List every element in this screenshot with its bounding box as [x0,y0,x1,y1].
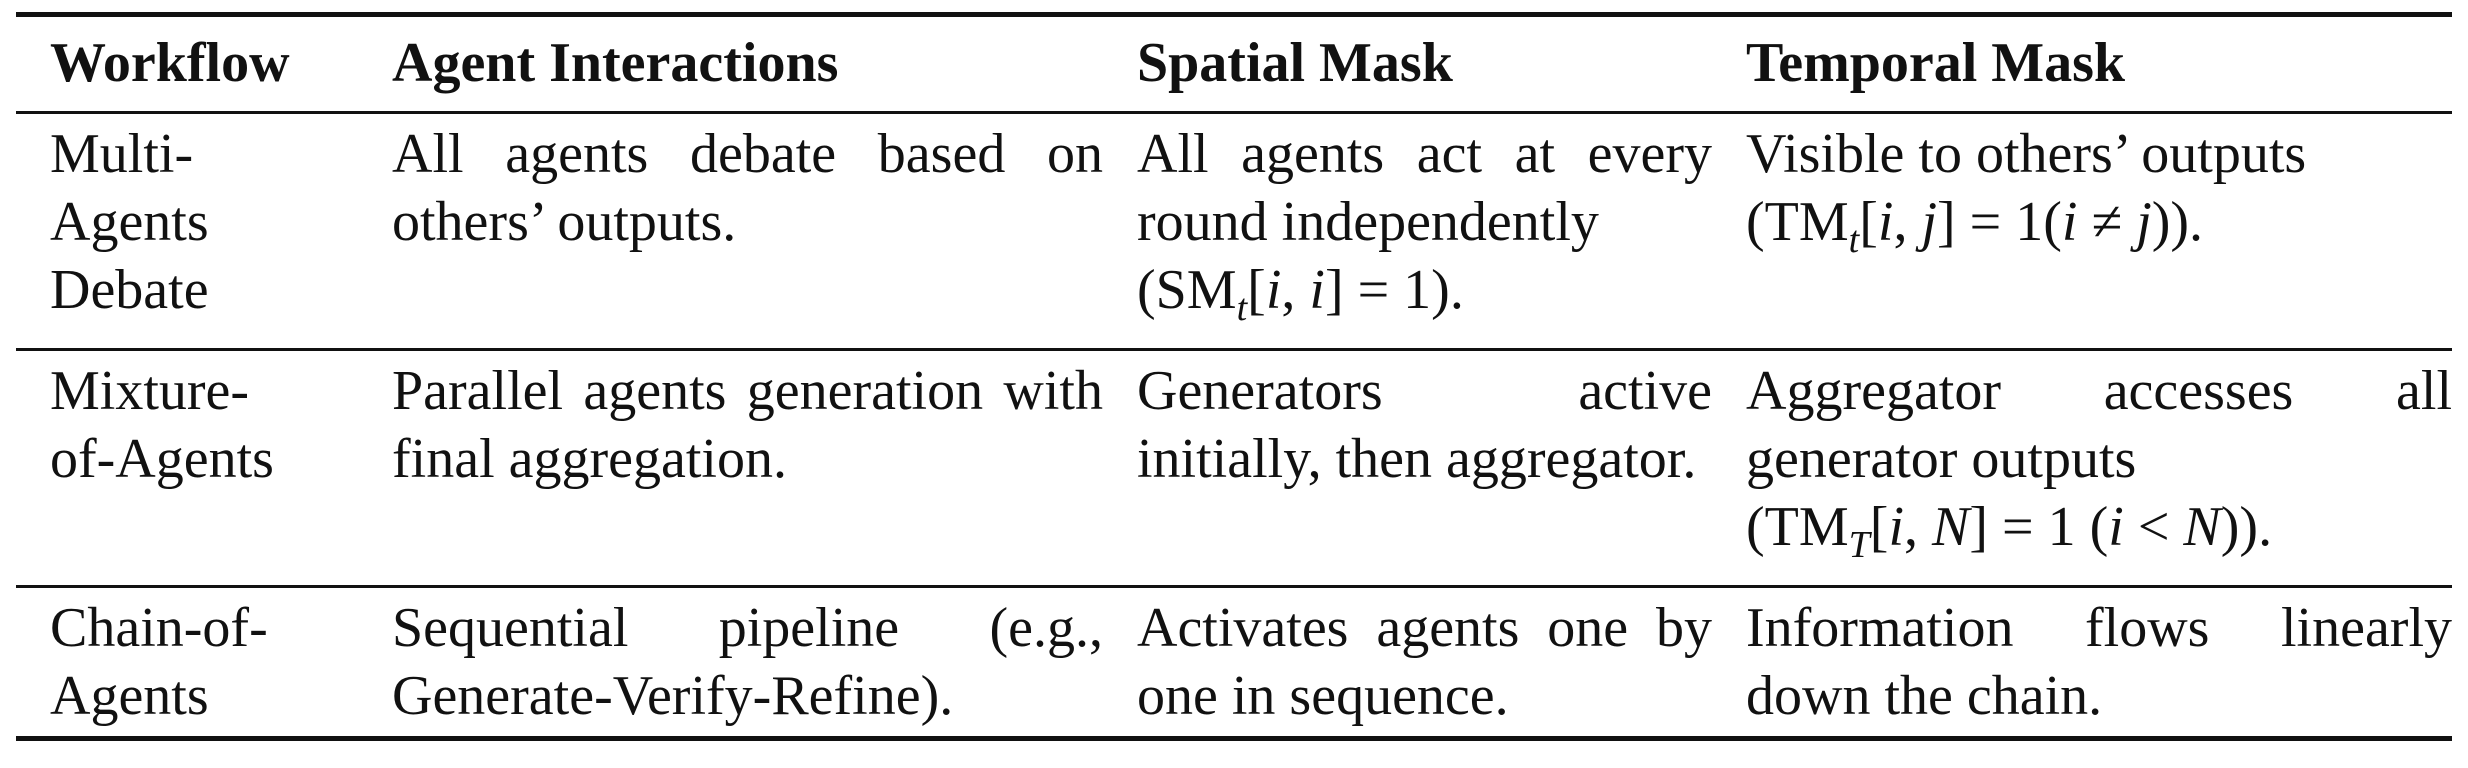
header-spatial-mask: Spatial Mask [1137,32,1453,94]
header-agent-interactions: Agent Interactions [392,32,839,94]
workflow-cell: Mixture- of-Agents [16,351,358,585]
table-header-row: Workflow Agent Interactions Spatial Mask… [16,17,2452,111]
workflow-line: of-Agents [50,428,274,490]
temporal-text: Visible to others’ outputs [1746,123,2307,185]
spatial-mask-cell: Activates agents one by one in sequence. [1137,597,1712,727]
top-rule [16,12,2452,17]
workflow-cell: Multi- Agents Debate [16,114,358,348]
workflow-cell: Chain-of- Agents [16,588,358,736]
workflow-line: Debate [50,259,209,321]
header-workflow: Workflow [50,32,290,94]
interactions-cell: Parallel agents generation with final ag… [392,360,1103,490]
table-row: Mixture- of-Agents Parallel agents gener… [16,351,2452,585]
temporal-mask-cell: Information flows linearly down the chai… [1746,597,2452,727]
bottom-rule [16,736,2452,741]
row-rule [16,585,2452,588]
spatial-formula: (SMt[i, i] = 1). [1137,259,1464,329]
row-rule [16,348,2452,351]
workflow-line: Chain-of- [50,597,268,659]
workflow-table: Workflow Agent Interactions Spatial Mask… [16,12,2452,741]
spatial-mask-cell: Generators active initially, then aggreg… [1137,360,1712,490]
spatial-text: All agents act at every round independen… [1137,123,1712,253]
workflow-line: Multi- [50,123,194,185]
interactions-cell: Sequential pipeline (e.g., Generate-Veri… [392,597,1103,727]
header-rule [16,111,2452,114]
temporal-mask-cell: Aggregator accesses all generator output… [1712,351,2452,585]
temporal-text: Aggregator accesses all generator output… [1746,360,2452,490]
table-row: Multi- Agents Debate All agents debate b… [16,114,2452,348]
workflow-line: Agents [50,191,209,253]
temporal-formula: (TMT[i, N] = 1 (i < N)). [1746,496,2273,566]
header-temporal-mask: Temporal Mask [1746,32,2126,94]
spatial-mask-cell: All agents act at every round independen… [1103,114,1712,348]
workflow-line: Mixture- [50,360,250,422]
temporal-mask-cell: Visible to others’ outputs (TMt[i, j] = … [1712,114,2452,348]
workflow-line: Agents [50,665,209,727]
table-row: Chain-of- Agents Sequential pipeline (e.… [16,588,2452,736]
temporal-formula: (TMt[i, j] = 1(i ≠ j)). [1746,191,2204,261]
interactions-cell: All agents debate based on others’ outpu… [392,123,1103,253]
